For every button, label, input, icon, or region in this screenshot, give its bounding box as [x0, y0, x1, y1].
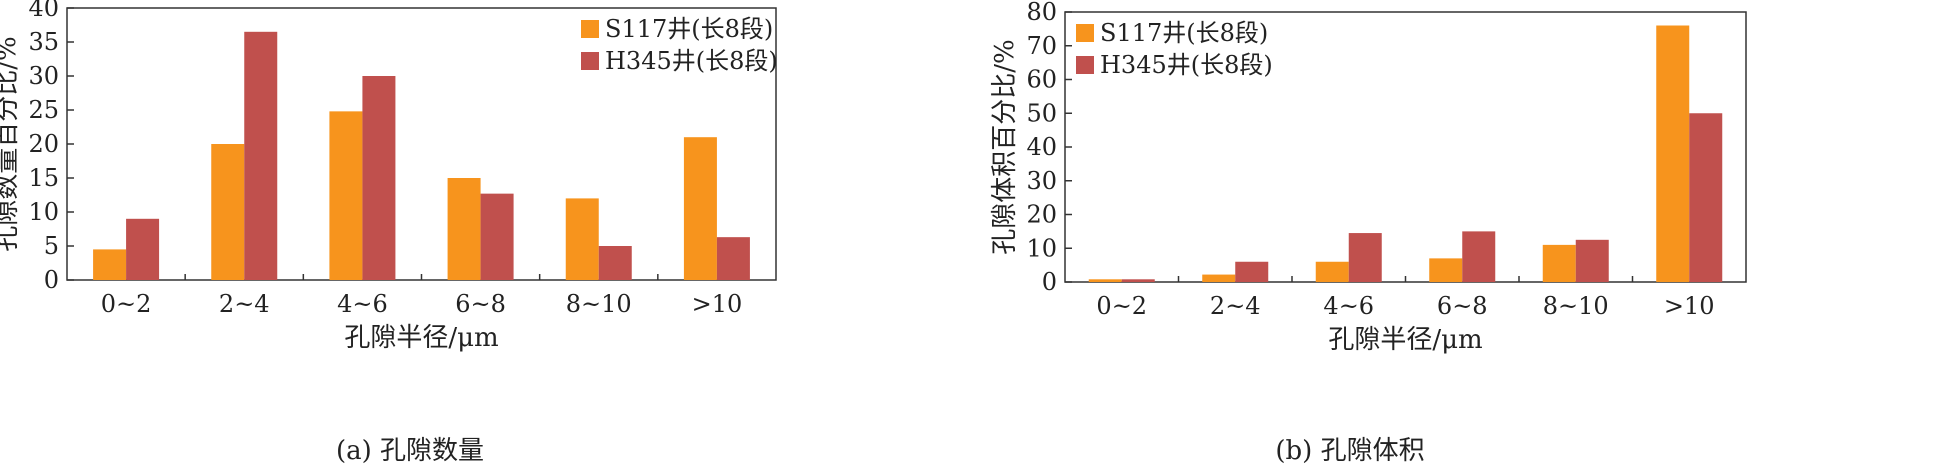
count-bar-h345: [362, 76, 396, 280]
count-y-tick-label: 25: [28, 96, 59, 124]
volume-bar-s117: [1088, 279, 1122, 282]
pore-volume-chart: 0 10 20 30 40 50 60 70 80 0~2 2~4 4~6 6~8 8~10 >10 孔隙半径…: [990, 0, 1747, 355]
count-y-tick-label: 30: [28, 62, 59, 90]
count-y-tick-label: 5: [44, 232, 59, 260]
count-bar-s117: [447, 178, 481, 280]
count-bar-s117: [683, 137, 717, 280]
count-x-tick-label: 0~2: [101, 290, 152, 318]
count-bar-s117: [329, 111, 363, 280]
count-y-tick-label: 20: [28, 130, 59, 158]
count-legend-swatch-s117: [581, 20, 599, 38]
count-legend-label-s117: S117井(长8段): [605, 15, 773, 43]
count-x-tick-label: 4~6: [337, 290, 388, 318]
volume-chart-group: 0 10 20 30 40 50 60 70 80 0~2 2~4 4~6 6~8 8~10 >10 孔隙半径…: [990, 0, 1747, 355]
volume-bar-h345: [1462, 231, 1496, 282]
volume-y-tick-label: 60: [1026, 66, 1057, 94]
volume-y-tick-label: 10: [1026, 234, 1057, 262]
count-y-tick-label: 0: [44, 266, 59, 294]
count-bar-s117: [565, 198, 599, 280]
count-legend-swatch-h345: [581, 52, 599, 70]
count-y-tick-label: 15: [28, 164, 59, 192]
pore-count-chart: 0 5 10 15 20 25 30 35 40 0~2 2~4 4~6 6~8 8~10 >10 孔隙半径/…: [0, 0, 778, 353]
volume-x-tick-label: 2~4: [1210, 292, 1261, 320]
volume-x-tick-label: 0~2: [1096, 292, 1147, 320]
volume-y-tick-label: 40: [1026, 133, 1057, 161]
count-x-axis-label: 孔隙半径/μm: [344, 323, 498, 353]
count-bar-h345: [244, 31, 278, 280]
count-x-tick-label: >10: [692, 290, 743, 318]
volume-bar-s117: [1202, 274, 1236, 282]
volume-x-tick-label: 8~10: [1543, 292, 1609, 320]
volume-bar-h345: [1689, 113, 1723, 282]
count-y-tick-label: 10: [28, 198, 59, 226]
volume-y-tick-label: 0: [1042, 268, 1057, 296]
count-x-tick-label: 6~8: [455, 290, 506, 318]
count-bar-h345: [126, 218, 160, 280]
volume-bar-h345: [1121, 279, 1155, 282]
count-x-tick-label: 2~4: [219, 290, 270, 318]
volume-legend-swatch-h345: [1076, 56, 1094, 74]
volume-y-tick-label: 80: [1026, 0, 1057, 26]
count-bar-s117: [211, 144, 245, 280]
volume-bar-h345: [1235, 261, 1269, 282]
volume-bar-s117: [1429, 258, 1463, 282]
volume-bar-h345: [1575, 239, 1609, 282]
volume-y-tick-label: 50: [1026, 99, 1057, 127]
volume-bar-h345: [1348, 233, 1382, 282]
volume-y-axis-label: 孔隙体积百分比/%: [990, 39, 1020, 254]
count-y-axis-label: 孔隙数量百分比/%: [0, 36, 22, 251]
volume-x-axis-label: 孔隙半径/μm: [1328, 325, 1482, 355]
volume-bar-s117: [1542, 244, 1576, 282]
caption-pore-count: (a) 孔隙数量: [335, 436, 485, 466]
volume-x-tick-label: 4~6: [1323, 292, 1374, 320]
count-bar-s117: [93, 249, 127, 280]
volume-y-tick-label: 30: [1026, 167, 1057, 195]
caption-pore-volume: (b) 孔隙体积: [1275, 436, 1425, 466]
volume-y-tick-label: 70: [1026, 32, 1057, 60]
volume-legend-label-h345: H345井(长8段): [1100, 51, 1273, 79]
count-bar-h345: [598, 246, 632, 280]
count-bar-h345: [716, 237, 750, 280]
volume-legend-swatch-s117: [1076, 24, 1094, 42]
volume-legend-label-s117: S117井(长8段): [1100, 19, 1268, 47]
count-bar-h345: [480, 193, 514, 280]
count-y-tick-label: 40: [28, 0, 59, 22]
volume-bar-s117: [1656, 25, 1690, 282]
volume-bar-s117: [1315, 261, 1349, 282]
volume-x-tick-label: 6~8: [1437, 292, 1488, 320]
count-legend-label-h345: H345井(长8段): [605, 47, 778, 75]
count-x-tick-label: 8~10: [566, 290, 632, 318]
volume-x-tick-label: >10: [1664, 292, 1715, 320]
volume-y-tick-label: 20: [1026, 201, 1057, 229]
count-y-tick-label: 35: [28, 28, 59, 56]
